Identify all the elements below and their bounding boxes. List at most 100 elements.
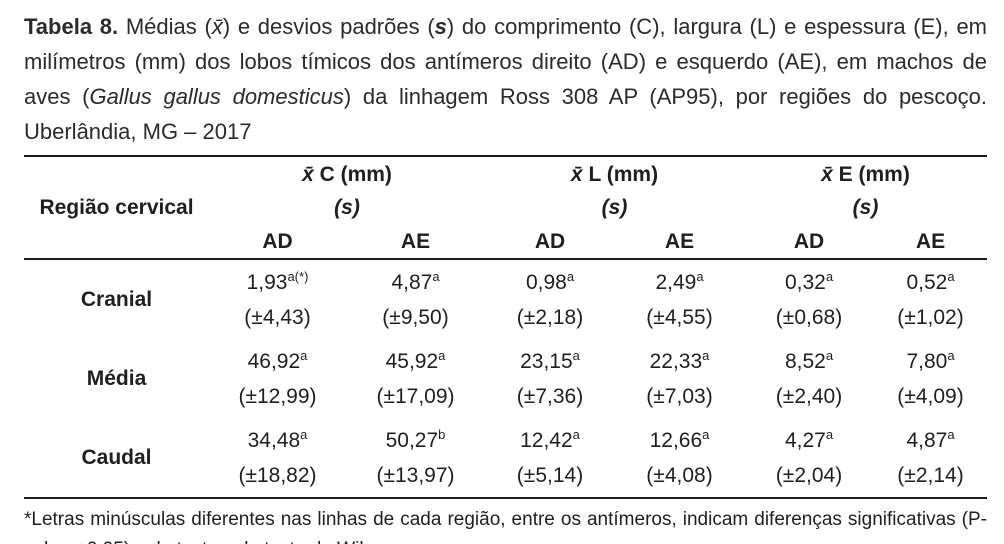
mean-value: 0,98 [525,270,567,294]
subcolumn-ad: AD [485,224,615,260]
subcolumn-ae: AE [874,224,987,260]
caption-run-mean-symbol: x̄ [211,14,223,39]
sd-cell: (±2,18) [516,306,584,329]
mean-value: 12,66 [649,428,703,452]
region-label-cranial: Cranial [80,288,153,311]
mean-cell: 1,93a(*) [209,259,346,300]
sd-cell: (±18,82) [238,464,317,487]
mean-cell: 0,98a [485,259,615,300]
mean-cell: 4,87a [346,259,485,300]
mean-cell: 12,66a [615,418,744,458]
mean-value: 2,49 [655,270,697,294]
table-caption: Tabela 8. Médias (x̄) e desvios padrões … [24,9,987,149]
mean-cell: 4,87a [874,418,987,458]
subcolumn-ad: AD [209,224,346,260]
mean-value: 4,87 [391,270,433,294]
significance-superscript: a [702,347,710,363]
sd-label-width: (s) [485,191,744,224]
significance-superscript: a [432,268,440,284]
mean-cell: 12,42a [485,418,615,458]
mean-value: 22,33 [649,349,703,373]
table-row-cranial-sd: (±4,43) (±9,50) (±2,18) (±4,55) (±0,68) … [24,300,987,339]
mean-value: 8,52 [784,349,826,373]
sd-label-length: (s) [209,191,485,224]
caption-run: ) e desvios padrões ( [222,14,435,39]
caption-run-table-number: Tabela 8. [24,14,126,39]
sd-cell: (±4,55) [646,306,713,329]
significance-superscript: a [825,347,834,363]
mean-value: 34,48 [247,428,301,452]
sd-cell: (±1,02) [897,306,964,329]
column-group-length: x̄ C (mm) [209,156,485,191]
mean-value: 23,15 [520,349,573,373]
sd-cell: (±2,14) [897,464,964,487]
sd-header-row: Região cervical (s) (s) (s) [24,191,987,224]
sd-cell: (±7,36) [516,385,584,408]
table-row-caudal-sd: (±18,82) (±13,97) (±5,14) (±4,08) (±2,04… [24,458,987,498]
significance-superscript: a [702,426,710,442]
significance-superscript: a [566,268,575,284]
significance-superscript: a [438,347,446,363]
significance-superscript: a [947,268,955,284]
sd-cell: (±4,09) [897,385,964,408]
mean-value: 4,87 [906,428,948,452]
significance-superscript: a [300,426,308,442]
table-row-media-means: Média 46,92a 45,92a 23,15a 22,33a 8,52a … [24,339,987,390]
mean-value: 50,27 [385,428,439,452]
mean-cell: 45,92a [346,339,485,379]
mean-cell: 46,92a [209,339,346,379]
caption-run: ) da linhagem Ross 308 AP (AP95), por re… [24,84,987,144]
sd-cell: (±2,40) [775,385,843,408]
significance-superscript: a [947,347,955,363]
mean-value: 1,93 [246,270,288,294]
significance-superscript: a [696,268,704,284]
table-row-cranial-means: Cranial 1,93a(*) 4,87a 0,98a 2,49a 0,32a… [24,259,987,311]
sd-cell: (±4,08) [646,464,713,487]
thymus-measurements-table: x̄ C (mm) x̄ L (mm) x̄ E (mm) Região cer… [24,155,987,499]
mean-cell: 23,15a [485,339,615,379]
sd-symbol: (s) [601,196,628,219]
table-footnote: *Letras minúsculas diferentes nas linhas… [24,509,987,544]
mean-cell: 0,32a [744,259,874,300]
caption-run: ) do comprimento (C), largura (L) e espe… [24,14,988,109]
subcolumn-ad: AD [744,224,874,260]
column-group-width: x̄ L (mm) [485,156,744,191]
caption-run-sd-symbol: s [434,14,447,39]
antimere-header-row: AD AE AD AE AD AE [24,224,987,260]
caption-run: Médias ( [125,14,212,39]
sd-cell: (±13,97) [376,464,455,487]
sd-cell: (±12,99) [238,385,317,408]
table-row-caudal-means: Caudal 34,48a 50,27b 12,42a 12,66a 4,27a… [24,418,987,469]
sd-cell: (±9,50) [382,306,449,329]
column-group-label: L (mm) [588,162,659,186]
subcolumn-ae: AE [346,224,485,260]
significance-superscript: a [825,426,834,442]
sd-label-thickness: (s) [744,191,987,224]
caption-run-species-name: Gallus gallus domesticus [89,84,344,109]
region-column-header: Região cervical [39,196,194,219]
region-label-caudal: Caudal [81,446,152,469]
mean-symbol: x̄ [821,162,833,186]
mean-value: 45,92 [385,349,439,373]
region-label-media: Média [86,367,147,390]
mean-cell: 2,49a [615,259,744,300]
mean-value: 12,42 [520,428,573,452]
mean-cell: 34,48a [209,418,346,458]
mean-value: 46,92 [247,349,301,373]
mean-cell: 4,27a [744,418,874,458]
subcolumn-ae: AE [615,224,744,260]
sd-cell: (±2,04) [775,464,843,487]
mean-value: 4,27 [784,428,826,452]
mean-cell: 8,52a [744,339,874,379]
region-subheader-spacer [24,224,209,260]
significance-superscript: a(*) [287,268,309,284]
mean-value: 0,52 [906,270,948,294]
mean-cell: 50,27b [346,418,485,458]
mean-cell: 0,52a [874,259,987,300]
significance-superscript: a [947,426,955,442]
table-header: x̄ C (mm) x̄ L (mm) x̄ E (mm) Região cer… [24,156,987,260]
significance-superscript: a [572,426,580,442]
region-header-spacer [24,156,209,191]
mean-value: 7,80 [906,349,948,373]
